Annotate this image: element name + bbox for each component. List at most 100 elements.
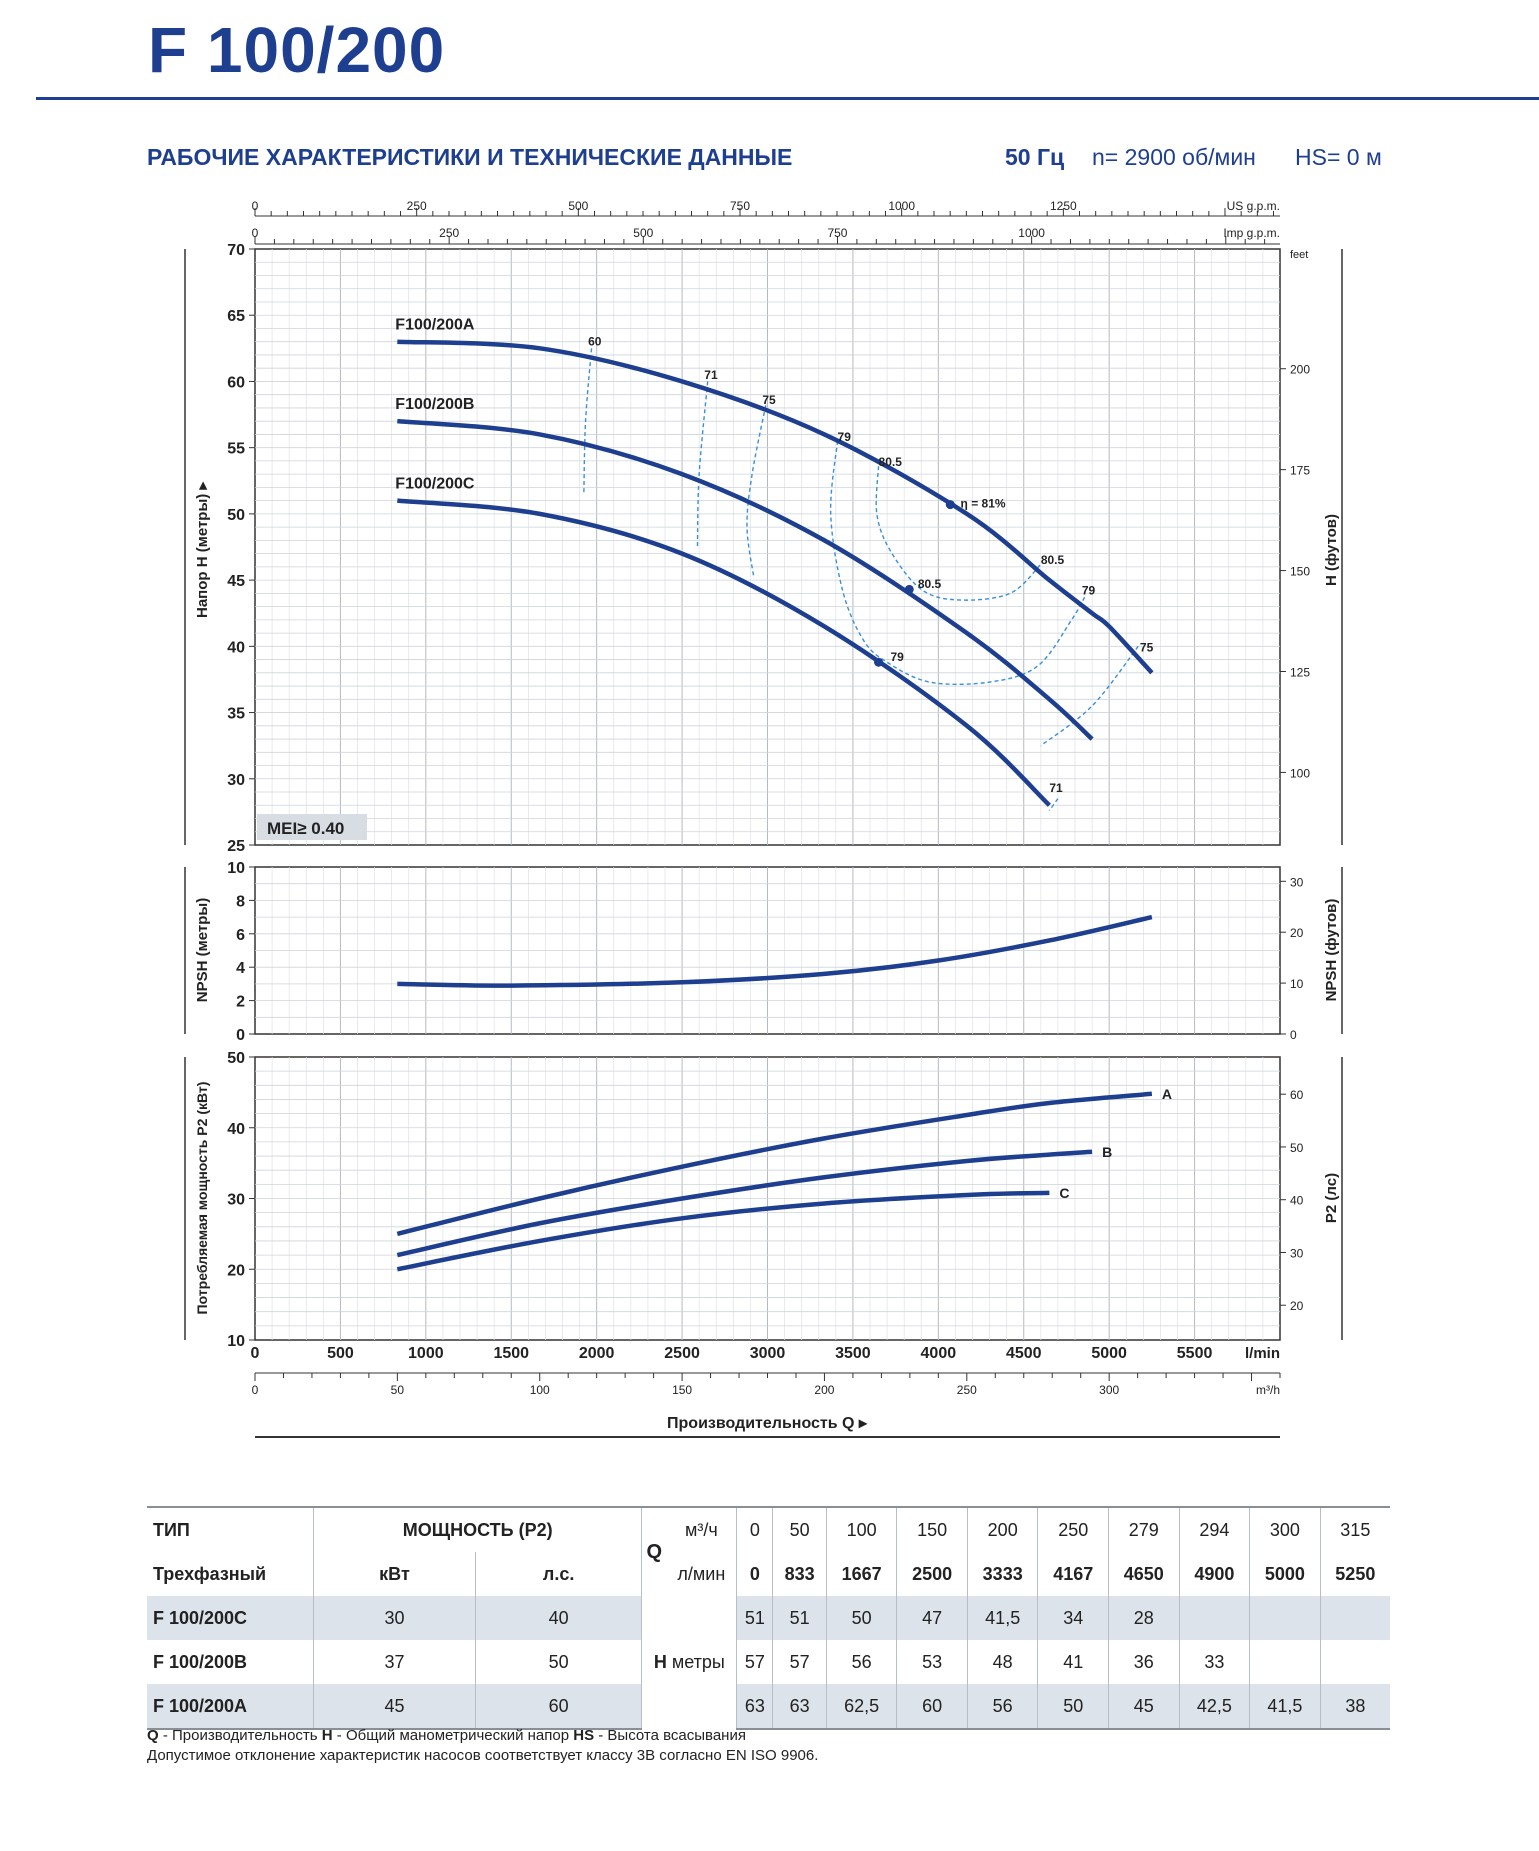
lmin-tick-label: 5000: [1091, 1345, 1127, 1362]
imp-gpm-tick-label: 1000: [1018, 226, 1045, 240]
efficiency-label: 71: [704, 368, 718, 382]
us-gpm-unit: US g.p.m.: [1227, 199, 1280, 213]
h-abbr: H: [321, 1727, 333, 1744]
q-lmin-cell: 2500: [896, 1552, 968, 1596]
feet-axis-tick-label: 150: [1290, 565, 1310, 579]
efficiency-isoline: [829, 440, 1086, 686]
head-panel-ytick-label: 55: [227, 441, 245, 458]
legend-note: Q - Производительность H - Общий маномет…: [147, 1727, 746, 1744]
q-lmin-cell: 3333: [966, 1552, 1038, 1596]
power-curve-B: [396, 1149, 1093, 1258]
feet-axis-tick-label: 200: [1290, 363, 1310, 377]
us-gpm-tick-label: 1250: [1050, 199, 1077, 213]
m3h-tick-label: 100: [530, 1383, 550, 1397]
head-panel-ytick-label: 45: [227, 573, 245, 590]
head-cell: 47: [896, 1596, 968, 1640]
imp-gpm-unit: Imp g.p.m.: [1223, 226, 1280, 240]
imp-gpm-tick-label: 0: [252, 226, 259, 240]
row-type: F 100/200B: [153, 1651, 248, 1672]
q-lmin-cell: 4650: [1108, 1552, 1180, 1596]
efficiency-label: 79: [891, 650, 905, 664]
m3h-tick-label: 300: [1099, 1383, 1119, 1397]
hp-axis-tick-label: 50: [1290, 1141, 1304, 1155]
frequency-label: 50 Гц: [1005, 144, 1065, 170]
lmin-tick-label: 1000: [408, 1345, 444, 1362]
phase-header: Трехфазный: [153, 1563, 267, 1584]
q-m3h-cell: 315: [1319, 1506, 1390, 1552]
npsh-feet-axis-tick-label: 10: [1290, 977, 1304, 991]
m3h-unit: м³/ч: [666, 1506, 737, 1552]
lmin-tick-label: 2500: [664, 1345, 700, 1362]
head-cell: [1319, 1640, 1390, 1684]
head-cell: 48: [966, 1640, 1038, 1684]
feet-axis-tick-label: 100: [1290, 766, 1310, 780]
head-curve-label: F100/200C: [395, 476, 475, 493]
power-header: МОЩНОСТЬ (P2): [312, 1506, 642, 1552]
head-cell: 62,5: [825, 1684, 897, 1730]
row-hp: 60: [474, 1684, 642, 1730]
m3h-tick-label: 50: [391, 1383, 405, 1397]
feet-axis-tick-label: 125: [1290, 665, 1310, 679]
q-lmin-cell: 4167: [1037, 1552, 1109, 1596]
efficiency-label: 79: [838, 430, 852, 444]
power-curve-C: [396, 1190, 1050, 1272]
head-cell: 36: [1108, 1640, 1180, 1684]
efficiency-isoline: [1048, 798, 1059, 811]
head-cell: [1249, 1596, 1321, 1640]
q-m3h-cell: 100: [825, 1506, 897, 1552]
head-cell: 50: [825, 1596, 897, 1640]
h-text: - Общий манометрический напор: [332, 1727, 574, 1744]
lmin-tick-label: 1500: [493, 1345, 529, 1362]
power-panel-ytick-label: 10: [227, 1333, 245, 1350]
npsh-panel-ytick-label: 4: [236, 960, 245, 977]
imp-gpm-tick-label: 250: [439, 226, 459, 240]
best-efficiency-point: [874, 657, 884, 667]
m3h-unit: m³/h: [1256, 1383, 1280, 1397]
head-cell: 57: [736, 1640, 773, 1684]
efficiency-label: 71: [1049, 781, 1063, 795]
h-unit: метры: [671, 1652, 725, 1672]
us-gpm-tick-label: 500: [568, 199, 588, 213]
head-cell: 63: [736, 1684, 773, 1730]
head-curve-F100/200C: [397, 498, 1051, 807]
power-panel-ytick-label: 40: [227, 1121, 245, 1138]
power-curve-label: A: [1162, 1086, 1172, 1102]
lmin-tick-label: 3500: [835, 1345, 871, 1362]
lmin-tick-label: 4500: [1006, 1345, 1042, 1362]
power-curve-label: C: [1059, 1185, 1069, 1201]
head-axis-title: Напор H (метры) ▸: [194, 481, 211, 618]
lmin-tick-label: 2000: [579, 1345, 615, 1362]
q-m3h-cell: 279: [1108, 1506, 1180, 1552]
mei-badge: [257, 814, 367, 840]
power-axis-title: Потребляемая мощность P2 (кВт): [194, 1082, 210, 1315]
row-kw: 37: [313, 1640, 476, 1684]
us-gpm-tick-label: 250: [407, 199, 427, 213]
q-abbr: Q: [147, 1727, 159, 1744]
hp-axis-tick-label: 40: [1290, 1194, 1304, 1208]
q-m3h-cell: 300: [1249, 1506, 1321, 1552]
head-cell: [1249, 1640, 1321, 1684]
head-cell: 51: [736, 1596, 773, 1640]
head-panel-ytick-label: 65: [227, 308, 245, 325]
m3h-tick-label: 0: [252, 1383, 259, 1397]
row-kw: 30: [313, 1596, 476, 1640]
row-type: F 100/200A: [147, 1684, 314, 1730]
page-title: F 100/200: [148, 14, 446, 86]
efficiency-label: 79: [1082, 584, 1096, 598]
best-efficiency-point: [904, 584, 914, 594]
head-cell: 60: [896, 1684, 968, 1730]
efficiency-isoline: [583, 348, 593, 495]
lmin-tick-label: 3000: [750, 1345, 786, 1362]
npsh-feet-axis-tick-label: 20: [1290, 926, 1304, 940]
hs-abbr: HS: [573, 1727, 595, 1744]
npsh-axis-title: NPSH (метры): [194, 898, 211, 1002]
head-cell: 41,5: [966, 1596, 1038, 1640]
head-cell: 45: [1108, 1684, 1180, 1730]
pump-performance-chart: 0 250 500 750 1000 1250 US g.p.m.0 250 500 750 100…: [184, 199, 1343, 1438]
lmin-tick-label: 5500: [1177, 1345, 1213, 1362]
q-lmin-cell: 4900: [1178, 1552, 1250, 1596]
head-cell: 56: [825, 1640, 897, 1684]
kw-header: кВт: [313, 1552, 476, 1596]
head-cell: 38: [1319, 1684, 1390, 1730]
npsh-right-axis-title: NPSH (футов): [1323, 899, 1340, 1002]
